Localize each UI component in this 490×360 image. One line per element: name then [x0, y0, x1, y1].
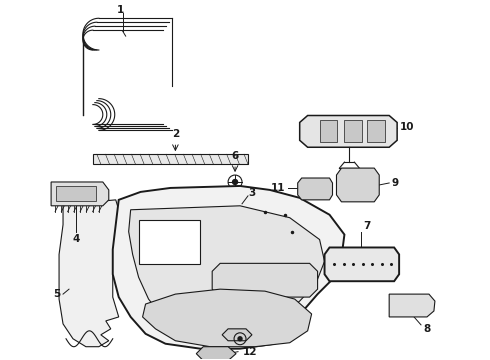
Text: 10: 10: [400, 122, 415, 132]
Text: 12: 12: [243, 347, 257, 357]
Circle shape: [238, 337, 242, 341]
Polygon shape: [59, 200, 119, 347]
Polygon shape: [344, 121, 362, 142]
Polygon shape: [368, 121, 385, 142]
Polygon shape: [56, 186, 96, 201]
Polygon shape: [196, 347, 236, 360]
Text: 6: 6: [231, 151, 239, 161]
Polygon shape: [300, 116, 397, 147]
Polygon shape: [113, 186, 344, 349]
Text: 2: 2: [172, 129, 179, 139]
Polygon shape: [129, 206, 324, 329]
Polygon shape: [324, 247, 399, 281]
Polygon shape: [51, 182, 109, 206]
Polygon shape: [222, 329, 252, 341]
Polygon shape: [389, 294, 435, 317]
Text: 11: 11: [270, 183, 285, 193]
Text: 8: 8: [423, 324, 431, 334]
Polygon shape: [337, 168, 379, 202]
Polygon shape: [298, 178, 333, 200]
Polygon shape: [319, 121, 338, 142]
Text: 3: 3: [248, 188, 256, 198]
Text: 4: 4: [73, 234, 80, 244]
Text: 13: 13: [261, 328, 275, 338]
Text: 1: 1: [117, 5, 124, 15]
Polygon shape: [212, 264, 318, 297]
Polygon shape: [93, 154, 248, 164]
Polygon shape: [143, 289, 312, 347]
Text: 9: 9: [392, 178, 399, 188]
Polygon shape: [139, 220, 200, 264]
Text: 7: 7: [364, 221, 371, 231]
Text: 5: 5: [53, 289, 61, 299]
Circle shape: [233, 180, 238, 184]
